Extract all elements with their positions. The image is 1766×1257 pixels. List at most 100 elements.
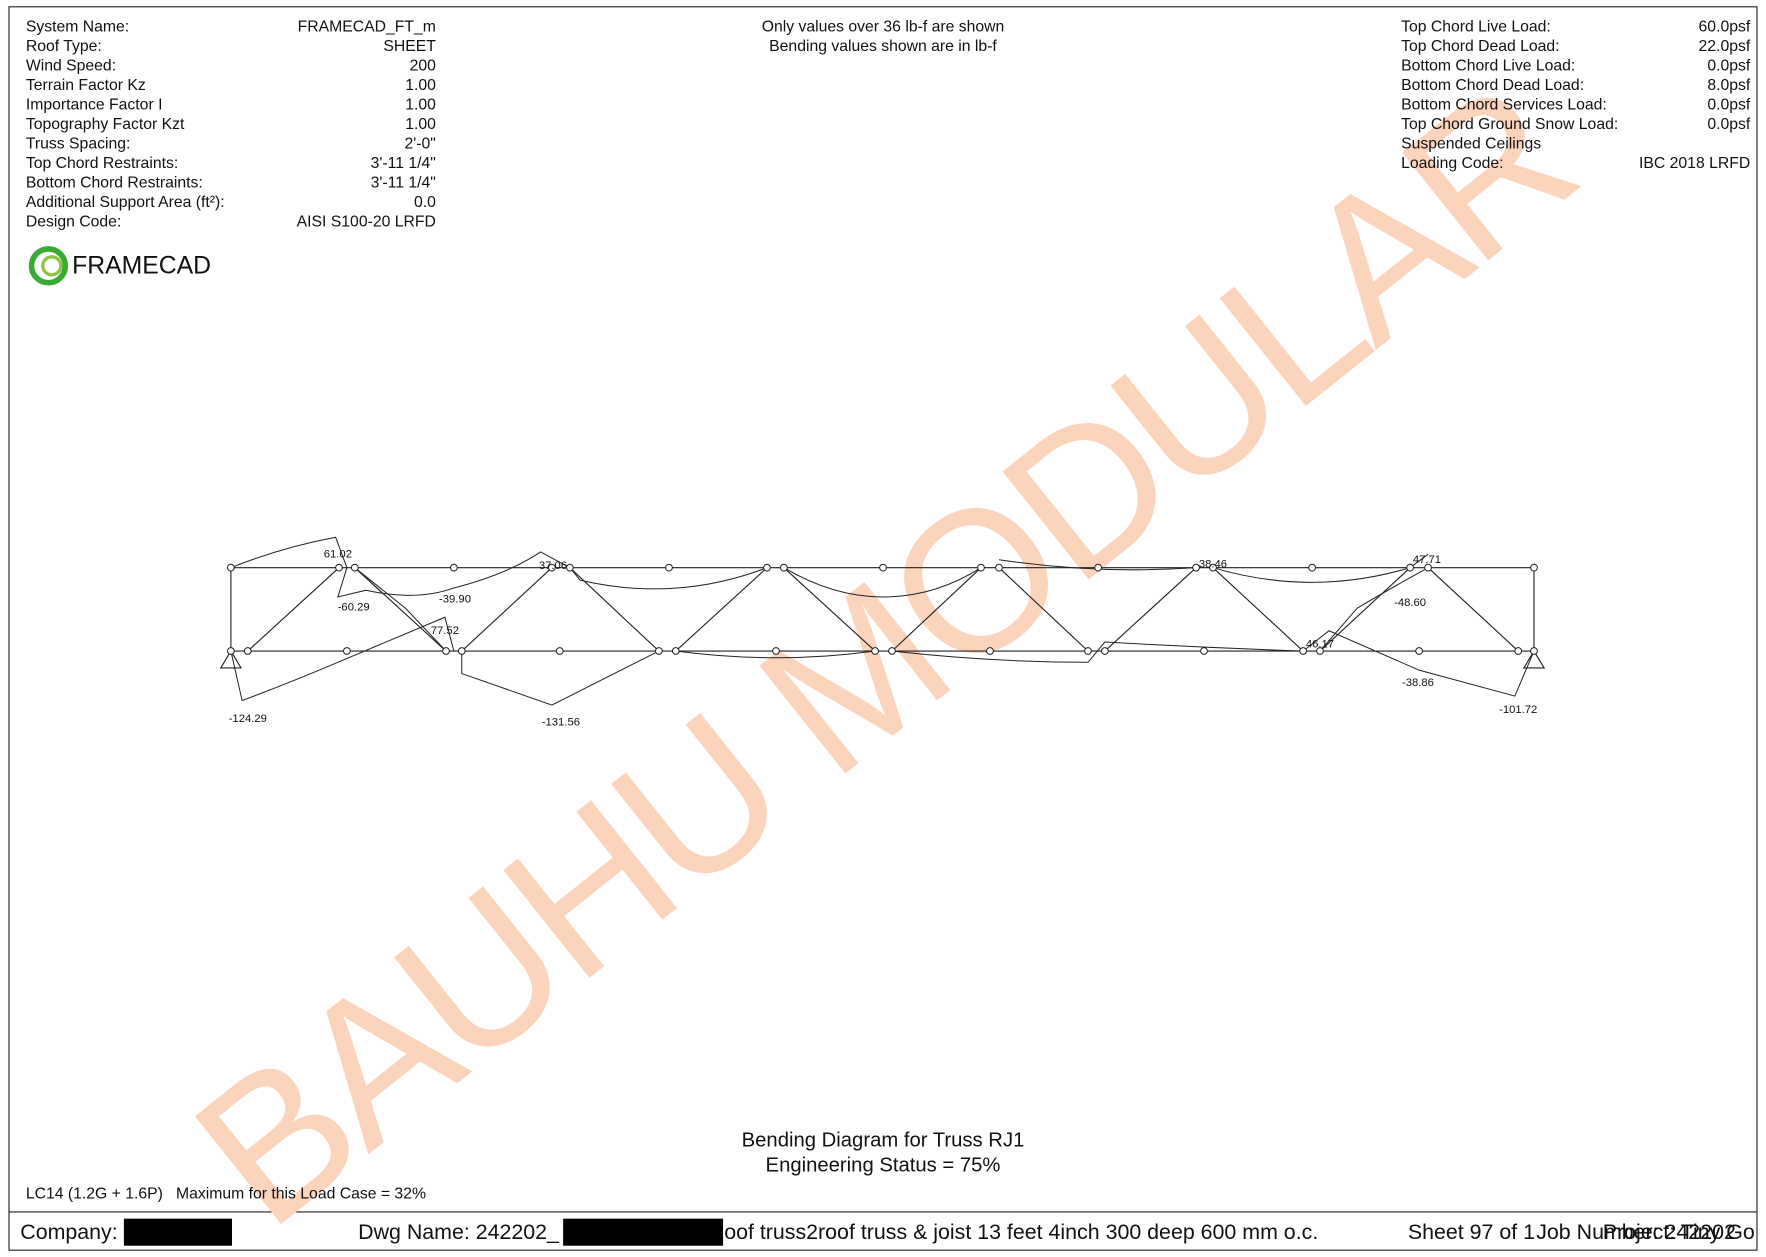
node [1424,563,1433,572]
diagram-title: Bending Diagram for Truss RJ1 [742,1130,1025,1152]
node [457,647,466,655]
node [879,563,887,572]
redaction [123,1218,233,1246]
bending-value: 77.52 [431,625,459,637]
bending-value: -131.56 [542,716,580,728]
param-label: Bottom Chord Restraints: [26,174,203,191]
param-value: AISI S100-20 LRFD [297,213,436,230]
footer: Company: Dwg Name: 242202_ oof truss2roo… [20,1218,1755,1246]
load-value: 0.0psf [1707,116,1751,133]
load-value: 0.0psf [1707,58,1751,75]
node [1406,563,1414,572]
node [1100,647,1109,655]
node [1200,647,1208,655]
bending-value: 46.17 [1306,639,1334,651]
node [227,563,235,572]
footer-project: Project: Tiny Go [1603,1220,1755,1244]
footer-sheet: Sheet 97 of 1 [1408,1220,1535,1244]
node [1192,563,1200,572]
bending-curve [337,551,571,598]
param-value: 200 [410,58,437,75]
param-label: Terrain Factor Kz [26,77,146,94]
logo-text: FRAMECAD [72,253,211,280]
param-label: Additional Support Area (ft²): [26,194,225,211]
node [227,647,235,655]
node [1514,647,1523,655]
bending-curve [354,567,447,652]
node [780,563,788,572]
node [763,563,771,572]
node [995,563,1003,572]
param-value: 3'-11 1/4" [371,174,436,191]
load-label: Top Chord Dead Load: [1401,38,1559,55]
param-value: SHEET [383,38,436,55]
bending-value: -124.29 [229,713,267,725]
node [654,647,663,655]
node [350,563,359,572]
bending-labels: 61.02 -60.29 -39.90 77.52 -124.29 37.06 -131.5… [229,549,1538,729]
node [547,563,556,572]
load-label: Suspended Ceilings [1401,135,1541,152]
load-label: Top Chord Live Load: [1401,19,1551,36]
param-label: Design Code: [26,213,121,230]
node [1209,563,1217,572]
node [671,647,680,655]
web-members [247,567,1519,652]
load-case: LC14 (1.2G + 1.6P) Maximum for this Load… [26,1185,426,1202]
node [888,647,896,655]
supports [219,649,1546,669]
node [986,647,994,655]
header: System Name: FRAMECAD_FT_m Roof Type: SHEET… [26,19,1751,231]
param-value: 1.00 [405,77,436,94]
param-label: Wind Speed: [26,58,116,75]
param-label: Importance Factor I [26,97,163,114]
node [243,647,252,655]
node [1415,647,1423,655]
bending-value: -48.60 [1394,597,1426,609]
bending-value: -101.72 [1499,704,1537,716]
param-label: Roof Type: [26,38,102,55]
bending-curve [1319,567,1429,652]
bending-value: 47.71 [1413,554,1441,566]
logo-ring-inner [41,255,63,277]
bending-curve [230,616,455,702]
node [450,563,458,572]
param-label: System Name: [26,19,129,36]
param-value: 1.00 [405,116,436,133]
bending-value: -39.90 [439,594,471,606]
node [335,563,343,572]
node [871,647,880,655]
node [442,647,450,655]
load-value: IBC 2018 LRFD [1639,155,1750,172]
param-label: Truss Spacing: [26,135,130,152]
bending-curve [461,650,660,706]
param-value: 3'-11 1/4" [371,155,436,172]
bending-value: 38.46 [1199,559,1227,571]
load-label: Top Chord Ground Snow Load: [1401,116,1618,133]
node [977,563,985,572]
bending-curve [1302,630,1535,697]
bending-curve [675,641,1304,663]
load-value: 0.0psf [1707,97,1751,114]
bending-curve [569,567,982,598]
node [1530,563,1538,572]
node [772,647,780,655]
load-label: Loading Code: [1401,155,1503,172]
bending-value: -38.86 [1402,677,1434,689]
load-label: Bottom Chord Dead Load: [1401,77,1584,94]
footer-dwg-suffix: oof truss2roof truss & joist 13 feet 4in… [724,1220,1318,1244]
footer-job: Job Number: 242202 [1536,1220,1736,1244]
bending-value: 37.06 [539,560,567,572]
node [1084,647,1092,655]
param-label: Topography Factor Kzt [26,116,185,133]
load-value: 60.0psf [1699,19,1751,36]
node [1316,647,1324,655]
node [1530,647,1538,655]
truss-nodes [227,563,1538,655]
load-value: 8.0psf [1707,77,1751,94]
param-value: 2'-0" [404,135,435,152]
footer-company: Company: [20,1220,117,1244]
note: Bending values shown are in lb-f [769,38,997,55]
redaction [563,1218,724,1246]
